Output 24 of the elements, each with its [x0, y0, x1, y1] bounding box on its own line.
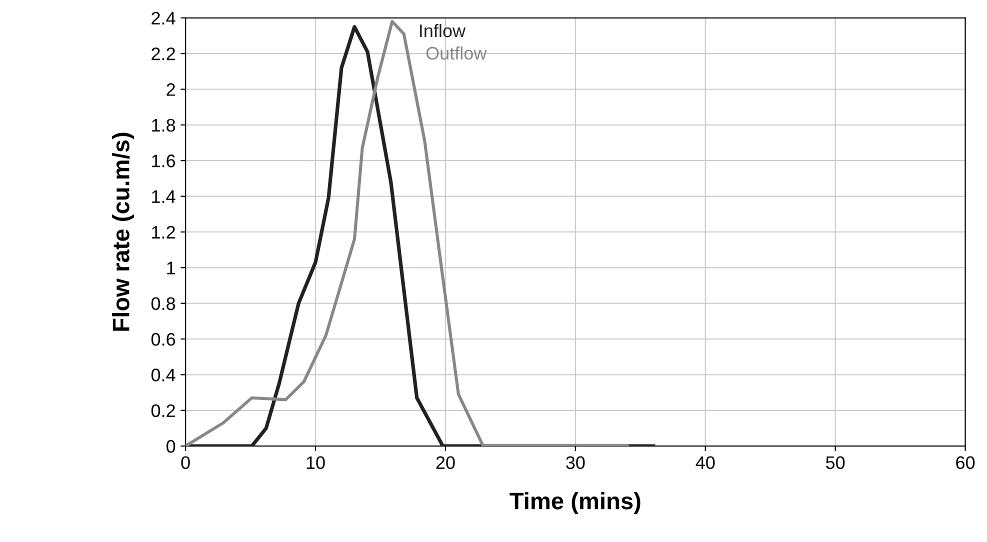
series-label: Outflow: [426, 46, 487, 60]
text: Inflow: [420, 24, 466, 38]
y-tick-label: 1: [167, 262, 175, 274]
x-tick-label: 0: [181, 456, 190, 470]
y-tick-label: 1.2: [152, 226, 175, 239]
x-tick-label: 30: [566, 456, 585, 470]
y-tick-label: 0.4: [151, 368, 176, 382]
y-tick-label: 0.6: [151, 332, 176, 346]
y-axis-title: Flow rate (cu.m/s): [112, 132, 134, 331]
x-tick-label: 10: [306, 456, 325, 470]
y-tick-label: 0: [166, 440, 176, 453]
y-tick-label: 1.4: [152, 190, 176, 203]
x-axis-title: Time (mins): [510, 492, 640, 514]
x-tick-label: 50: [826, 456, 845, 470]
x-tick-label: 60: [956, 456, 975, 470]
y-tick-label: 2.2: [152, 48, 175, 60]
x-tick-label: 20: [436, 456, 455, 470]
y-tick-label: 0.8: [151, 297, 176, 310]
y-tick-label: 0.2: [151, 404, 175, 418]
y-tick-label: 2: [166, 83, 175, 96]
y-tick-label: 1.6: [152, 154, 176, 168]
x-tick-label: 40: [696, 456, 715, 470]
y-tick-label: 2.4: [152, 12, 176, 24]
y-tick-label: 1.8: [152, 118, 176, 132]
